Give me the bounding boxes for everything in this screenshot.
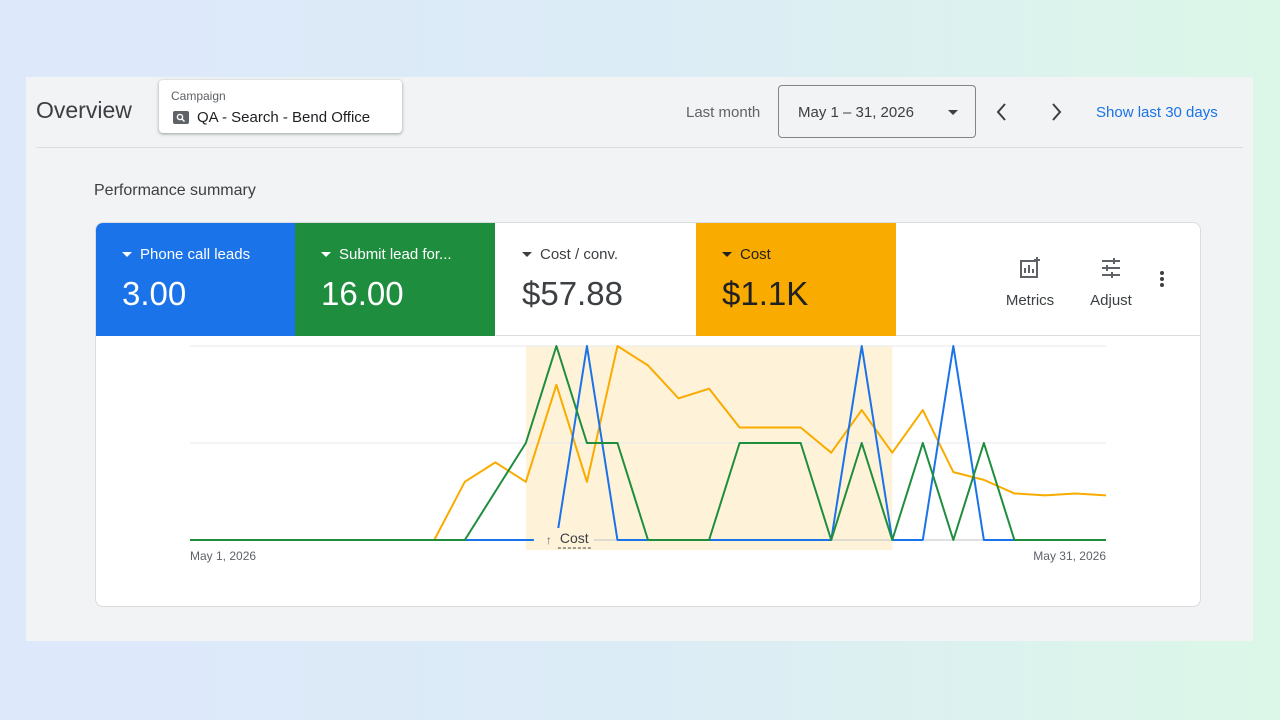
chevron-left-icon bbox=[996, 103, 1006, 121]
annotation-label[interactable]: Cost bbox=[560, 530, 589, 546]
overview-panel: Overview Campaign QA - Search - Bend Off… bbox=[26, 77, 1253, 641]
highlight-band bbox=[525, 346, 893, 550]
metrics-button[interactable]: Metrics bbox=[1000, 256, 1060, 309]
metric-value: $57.88 bbox=[522, 275, 623, 312]
tune-icon bbox=[1102, 258, 1120, 278]
date-preset-label: Last month bbox=[686, 104, 761, 121]
previous-period-button[interactable] bbox=[992, 101, 1012, 123]
x-start-label: May 1, 2026 bbox=[190, 549, 256, 563]
metric-label: Cost bbox=[740, 246, 771, 263]
chart-tools: Metrics Adjust bbox=[896, 223, 1200, 336]
metric-value: 16.00 bbox=[321, 275, 404, 312]
metric-value: 3.00 bbox=[122, 275, 187, 312]
performance-chart: ↑ Cost May 1, 2026 May 31, 2026 bbox=[190, 345, 1106, 563]
campaign-selector[interactable]: Campaign QA - Search - Bend Office bbox=[159, 80, 402, 133]
metric-label: Cost / conv. bbox=[540, 246, 619, 263]
metric-value: $1.1K bbox=[722, 275, 809, 312]
header-divider bbox=[36, 147, 1243, 148]
annotation-arrow-icon: ↑ bbox=[546, 533, 552, 547]
metrics-label: Metrics bbox=[1005, 292, 1055, 309]
metric-tile-submit-lead[interactable]: Submit lead for... 16.00 bbox=[295, 223, 495, 336]
dropdown-triangle-icon bbox=[321, 252, 331, 257]
adjust-label: Adjust bbox=[1090, 292, 1132, 309]
dropdown-caret-icon bbox=[948, 110, 958, 115]
more-vert-icon bbox=[1160, 271, 1164, 287]
metric-label: Phone call leads bbox=[140, 246, 251, 263]
chevron-right-icon bbox=[1052, 103, 1062, 121]
metric-tile-cost-per-conv[interactable]: Cost / conv. $57.88 bbox=[496, 223, 696, 336]
next-period-button[interactable] bbox=[1046, 101, 1066, 123]
date-range-value: May 1 – 31, 2026 bbox=[798, 104, 914, 121]
annotation-bg bbox=[533, 528, 594, 550]
page-title: Overview bbox=[36, 97, 132, 123]
metrics-chart-icon bbox=[1020, 257, 1040, 278]
metric-label: Submit lead for... bbox=[339, 246, 452, 263]
more-options-button[interactable] bbox=[1158, 269, 1166, 294]
series-line-1 bbox=[190, 345, 1106, 541]
performance-card: Phone call leads 3.00 Submit lead for...… bbox=[95, 222, 1201, 607]
date-range-dropdown[interactable]: May 1 – 31, 2026 bbox=[778, 85, 976, 138]
show-last-30-days-link[interactable]: Show last 30 days bbox=[1096, 104, 1218, 121]
metric-tile-phone-call-leads[interactable]: Phone call leads 3.00 bbox=[96, 223, 296, 336]
campaign-label: Campaign bbox=[171, 89, 226, 103]
dropdown-triangle-icon bbox=[722, 252, 732, 257]
section-title: Performance summary bbox=[94, 182, 256, 199]
dropdown-triangle-icon bbox=[122, 252, 132, 257]
adjust-button[interactable]: Adjust bbox=[1076, 256, 1146, 309]
metric-tile-cost[interactable]: Cost $1.1K bbox=[696, 223, 896, 336]
search-campaign-icon bbox=[173, 111, 189, 124]
x-end-label: May 31, 2026 bbox=[1033, 549, 1106, 563]
campaign-value: QA - Search - Bend Office bbox=[197, 109, 371, 126]
dropdown-triangle-icon bbox=[522, 252, 532, 257]
